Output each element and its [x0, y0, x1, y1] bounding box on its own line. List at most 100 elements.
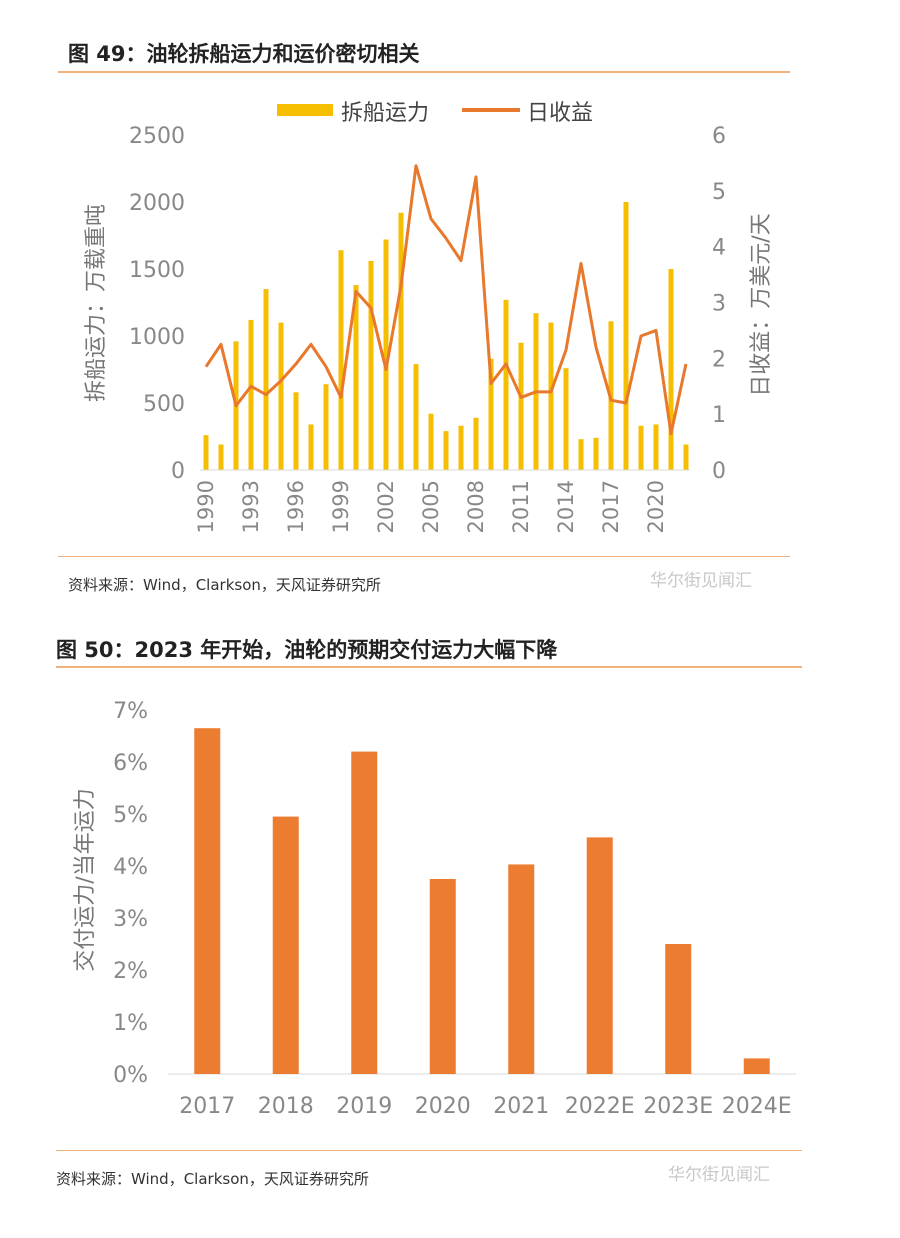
- bar-scrapping-capacity: [263, 289, 269, 470]
- bar-scrapping-capacity: [323, 384, 329, 470]
- x-tick-label: 2014: [554, 480, 578, 533]
- x-tick-label: 2017: [179, 1094, 235, 1119]
- x-tick-label: 2020: [644, 480, 668, 533]
- y-tick-label: 0%: [113, 1063, 148, 1088]
- right-axis-title: 日收益：万美元/天: [749, 213, 774, 396]
- y-tick-label: 6%: [113, 751, 148, 776]
- bar-scrapping-capacity: [458, 425, 464, 470]
- right-tick-label: 6: [712, 124, 726, 149]
- x-tick-group: 2002: [374, 480, 398, 533]
- bar-scrapping-capacity: [443, 431, 449, 470]
- series-line-daily-earnings: [204, 164, 688, 436]
- bar-scrapping-capacity: [638, 425, 644, 470]
- bar-scrapping-capacity: [668, 269, 674, 470]
- figure50-top-divider: [56, 666, 802, 668]
- left-tick-label: 1500: [129, 258, 185, 283]
- y-tick-label: 1%: [113, 1011, 148, 1036]
- bar-scrapping-capacity: [308, 424, 314, 470]
- x-tick-label: 2011: [509, 480, 533, 533]
- figure49-top-divider: [58, 71, 790, 73]
- bar-scrapping-capacity: [203, 435, 209, 470]
- figure49-source: 资料来源：Wind，Clarkson，天风证券研究所: [68, 576, 381, 594]
- y-tick-label: 5%: [113, 803, 148, 828]
- y-tick-label: 4%: [113, 855, 148, 880]
- bar-delivery-ratio: [743, 1058, 770, 1074]
- y-tick-label: 2%: [113, 959, 148, 984]
- x-tick-label: 2018: [258, 1094, 314, 1119]
- x-tick-group: 2020: [644, 480, 668, 533]
- right-tick-label: 3: [712, 292, 726, 317]
- bar-delivery-ratio: [508, 864, 535, 1074]
- right-tick-label: 0: [712, 459, 726, 484]
- figure50-watermark: 华尔街见闻汇: [668, 1165, 770, 1185]
- bar-scrapping-capacity: [473, 417, 479, 470]
- figure49-left-axis-title: 拆船运力：万载重吨: [84, 204, 109, 402]
- bar-scrapping-capacity: [428, 413, 434, 470]
- x-tick-label: 1990: [194, 480, 218, 533]
- x-tick-group: 2011: [509, 480, 533, 533]
- figure49-right-axis-title: 日收益：万美元/天: [749, 213, 774, 396]
- left-tick-label: 2500: [129, 124, 185, 149]
- bar-scrapping-capacity: [368, 260, 374, 470]
- figure50-title: 图 50：2023 年开始，油轮的预期交付运力大幅下降: [56, 638, 558, 662]
- y-tick-label: 3%: [113, 907, 148, 932]
- bar-scrapping-capacity: [383, 239, 389, 470]
- figure49-right-ticks: 0 1 2 3 4 5 6: [712, 124, 726, 484]
- bar-scrapping-capacity: [563, 368, 569, 470]
- left-tick-label: 500: [143, 392, 185, 417]
- x-tick-label: 2024E: [722, 1094, 792, 1119]
- y-axis-title: 交付运力/当年运力: [73, 788, 98, 971]
- bar-delivery-ratio: [351, 751, 378, 1074]
- right-tick-label: 1: [712, 403, 726, 428]
- x-tick-label: 2023E: [643, 1094, 713, 1119]
- legend-bar-swatch: [277, 104, 333, 116]
- x-tick-label: 2002: [374, 480, 398, 533]
- figure49-bottom-divider: [58, 556, 790, 557]
- x-tick-label: 2022E: [565, 1094, 635, 1119]
- bar-delivery-ratio: [665, 944, 692, 1074]
- bar-scrapping-capacity: [548, 322, 554, 470]
- bar-scrapping-capacity: [653, 424, 659, 470]
- figure49-legend: 拆船运力 日收益: [277, 101, 593, 126]
- bar-scrapping-capacity: [248, 319, 254, 470]
- left-axis-title: 拆船运力：万载重吨: [84, 204, 109, 402]
- bar-scrapping-capacity: [398, 212, 404, 470]
- legend-bar-label: 拆船运力: [341, 101, 429, 126]
- x-tick-label: 1999: [329, 480, 353, 533]
- x-tick-label: 2019: [336, 1094, 392, 1119]
- x-tick-group: 2008: [464, 480, 488, 533]
- figure49-x-ticks: 1990 1993 1996 1999 2002 2005 2008 2011 2014 2017…: [194, 480, 668, 533]
- legend-line-label: 日收益: [527, 101, 593, 126]
- x-tick-group: 2017: [599, 480, 623, 533]
- x-tick-label: 2008: [464, 480, 488, 533]
- bar-scrapping-capacity: [338, 250, 344, 470]
- left-tick-label: 2000: [129, 191, 185, 216]
- bar-scrapping-capacity: [593, 437, 599, 470]
- bar-scrapping-capacity: [518, 342, 524, 470]
- figure50-bars: [194, 728, 770, 1074]
- left-tick-label: 0: [171, 459, 185, 484]
- x-tick-label: 2017: [599, 480, 623, 533]
- x-tick-label: 1993: [239, 480, 263, 533]
- bar-delivery-ratio: [586, 837, 613, 1074]
- left-tick-label: 1000: [129, 325, 185, 350]
- x-tick-label: 1996: [284, 480, 308, 533]
- right-tick-label: 4: [712, 236, 726, 261]
- bar-scrapping-capacity: [293, 392, 299, 470]
- figure49-title: 图 49：油轮拆船运力和运价密切相关: [68, 42, 420, 66]
- x-tick-group: 2005: [419, 480, 443, 533]
- figure50-axis-title: 交付运力/当年运力: [73, 788, 98, 971]
- x-tick-group: 1993: [239, 480, 263, 533]
- x-tick-label: 2005: [419, 480, 443, 533]
- x-tick-group: 1990: [194, 480, 218, 533]
- bar-scrapping-capacity: [578, 439, 584, 470]
- bar-scrapping-capacity: [503, 299, 509, 470]
- bar-delivery-ratio: [272, 816, 299, 1074]
- bar-scrapping-capacity: [353, 285, 359, 470]
- bar-scrapping-capacity: [488, 358, 494, 470]
- x-tick-label: 2020: [415, 1094, 471, 1119]
- figure50-source: 资料来源：Wind，Clarkson，天风证券研究所: [56, 1170, 369, 1188]
- bar-scrapping-capacity: [623, 202, 629, 470]
- bar-delivery-ratio: [429, 879, 456, 1074]
